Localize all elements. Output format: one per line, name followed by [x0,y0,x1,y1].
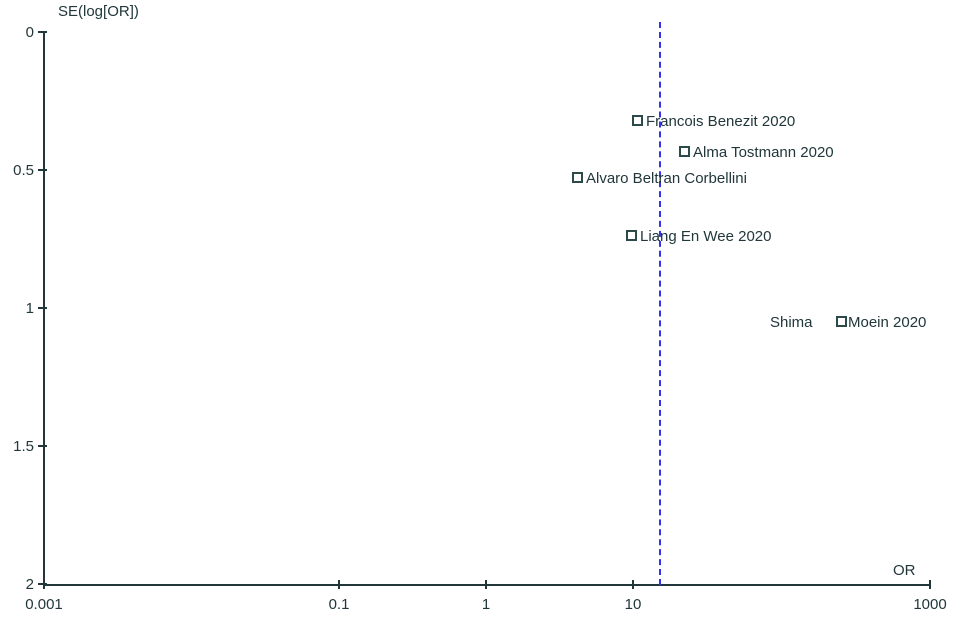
x-tick-label-0.1: 0.1 [328,596,350,613]
y-tick-1.5 [38,445,47,447]
y-tick-label-1: 1 [25,300,34,317]
study-label-shima-moein-prefix: Shima [770,314,813,331]
y-tick-label-1.5: 1.5 [13,438,34,455]
study-label-francois-benezit: Francois Benezit 2020 [646,113,796,130]
reference-line [659,22,661,585]
x-tick-label-1000: 1000 [913,596,947,613]
study-marker-shima-moein [836,316,847,327]
x-tick-10 [632,580,634,589]
study-label-alvaro-beltran-corbellini: Alvaro Beltran Corbellini [586,170,747,187]
x-tick-0.1 [338,580,340,589]
y-tick-label-0: 0 [25,24,34,41]
study-label-alma-tostmann: Alma Tostmann 2020 [693,144,834,161]
x-tick-0.001 [43,580,45,589]
y-axis-title: SE(log[OR]) [58,3,139,20]
study-label-shima-moein-suffix: Moein 2020 [848,314,927,331]
study-marker-alma-tostmann [679,146,690,157]
x-axis-line [43,584,931,586]
x-tick-1000 [929,580,931,589]
y-tick-0.5 [38,169,47,171]
y-tick-0 [38,31,47,33]
study-marker-francois-benezit [632,115,643,126]
y-tick-1 [38,307,47,309]
study-marker-liang-en-wee [626,230,637,241]
x-axis-title: OR [893,562,916,579]
x-tick-1 [485,580,487,589]
study-marker-alvaro-beltran-corbellini [572,172,583,183]
x-tick-label-1: 1 [481,596,491,613]
y-tick-label-2: 2 [25,576,34,593]
study-label-liang-en-wee: Liang En Wee 2020 [640,228,772,245]
y-tick-label-0.5: 0.5 [13,162,34,179]
y-tick-2 [38,583,47,585]
x-tick-label-0.001: 0.001 [25,596,63,613]
x-tick-label-10: 10 [624,596,642,613]
